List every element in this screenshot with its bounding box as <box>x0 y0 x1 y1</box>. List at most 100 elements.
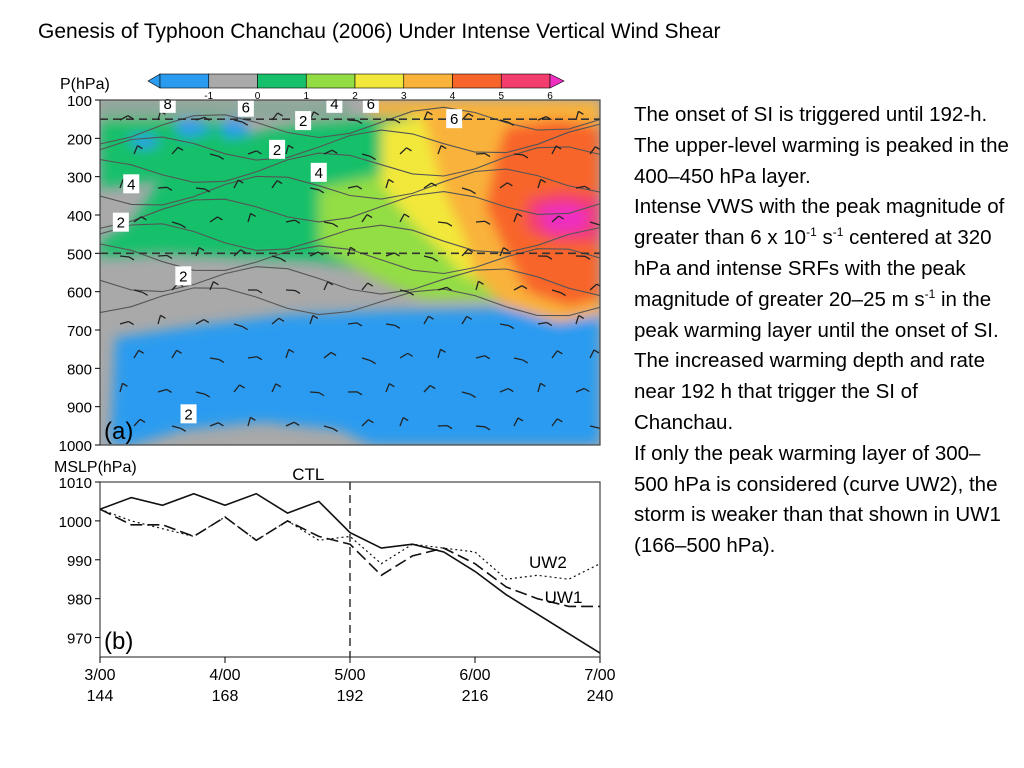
panel-a-contours <box>100 106 600 317</box>
colorbar-tick-label: 0 <box>255 91 261 102</box>
contour-line <box>100 123 600 161</box>
wind-barb <box>399 352 409 359</box>
wind-barb-flag <box>546 116 552 121</box>
wind-barb-flag <box>294 289 301 295</box>
wind-barb <box>133 418 141 427</box>
contour-label: 6 <box>450 111 458 128</box>
panel-a-label: (a) <box>104 418 133 445</box>
contour-line <box>100 146 600 183</box>
contour-label-box <box>175 266 192 286</box>
field-cold-layer <box>110 307 600 445</box>
wind-barb <box>437 349 442 359</box>
wind-barb-flag <box>275 383 282 388</box>
wind-barb <box>157 315 162 325</box>
wind-barb <box>133 289 143 294</box>
note-text: s <box>816 226 833 250</box>
wind-barb-flag <box>242 121 249 126</box>
wind-barb <box>399 213 405 223</box>
series-label-uw2: UW2 <box>529 553 567 572</box>
series-label-uw1: UW1 <box>545 588 583 607</box>
wind-barb-flag <box>256 356 263 361</box>
colorbar-segment <box>403 73 453 89</box>
wind-barb <box>437 286 447 291</box>
wind-barb-flag <box>470 393 477 398</box>
wind-barb <box>461 112 469 121</box>
wind-barb-flag <box>467 248 474 253</box>
wind-barb-flag <box>484 426 491 431</box>
xtick-hour-label: 216 <box>462 688 489 705</box>
wind-barb-flag <box>318 392 325 397</box>
colorbar-segment <box>500 73 551 89</box>
wind-barb-flag <box>394 119 401 124</box>
wind-barb <box>385 252 395 257</box>
wind-barb-flag <box>440 145 447 150</box>
wind-barb <box>513 153 524 156</box>
wind-barb <box>271 180 278 189</box>
wind-barb-flag <box>166 388 172 394</box>
note-text: centered at 320 hPa and intense SRFs wit… <box>634 226 992 311</box>
wind-barb-flag <box>356 391 363 396</box>
colorbar-segment <box>305 73 356 89</box>
wind-barb <box>551 289 561 294</box>
wind-barb <box>537 179 542 189</box>
wind-barb <box>361 419 369 427</box>
wind-barb <box>399 147 407 155</box>
wind-barb-flag <box>288 348 295 354</box>
wind-barb-flag <box>180 224 186 229</box>
contour-label: 8 <box>164 96 172 113</box>
wind-barb <box>195 247 200 257</box>
wind-barb <box>247 417 252 427</box>
panel-a-ytick-label: 800 <box>67 361 92 378</box>
wind-barb <box>271 255 281 260</box>
panel-b-ytick-label: 1010 <box>59 475 92 492</box>
wind-barb-flag <box>213 281 219 286</box>
wind-barb-flag <box>560 292 566 297</box>
wind-barb <box>119 255 130 258</box>
panel-b-ytick-label: 980 <box>67 592 92 609</box>
wind-barb-flag <box>368 419 374 424</box>
wind-barb-flag <box>237 179 244 184</box>
wind-barb-flag <box>446 286 452 291</box>
wind-barb-flag <box>317 251 324 256</box>
colorbar-segment <box>159 73 210 89</box>
wind-barb-flag <box>429 384 436 390</box>
series-line-ctl <box>99 492 601 654</box>
contour-label: 6 <box>367 96 375 113</box>
note-text: in the peak warming layer until the onse… <box>634 287 999 342</box>
wind-barb <box>513 213 518 223</box>
note-text: The increased warming depth and rate nea… <box>634 349 985 434</box>
wind-barb <box>461 248 469 257</box>
colorbar-tick-label: 1 <box>303 91 309 102</box>
colorbar-segment <box>257 73 307 89</box>
contour-label: 4 <box>315 165 323 182</box>
wind-barb <box>323 281 329 291</box>
panel-a-ytick-label: 1000 <box>59 438 92 455</box>
field-blue-patch <box>219 119 251 139</box>
wind-barb <box>271 383 277 393</box>
contour-label: 2 <box>273 142 281 159</box>
panel-b-ytick-label: 1000 <box>59 514 92 531</box>
wind-barb-flag <box>288 144 294 149</box>
figure-svg: P(hPa)-1 0 1 2 3 4 5 68 6 4 6224642221002003004005… <box>54 73 616 705</box>
field-top-stripe <box>100 100 350 120</box>
wind-barb-flag <box>141 216 147 221</box>
wind-barb-flag <box>506 182 513 187</box>
contour-label-box <box>362 93 379 113</box>
wind-barb <box>499 323 509 327</box>
note-paragraph: Intense VWS with the peak magnitude of g… <box>634 192 1014 346</box>
xtick-date-label: 4/00 <box>209 667 240 684</box>
wind-barb <box>157 186 168 189</box>
wind-barb <box>385 179 390 189</box>
wind-barb <box>209 153 219 157</box>
wind-barb-flag <box>280 257 286 263</box>
wind-barb <box>309 187 319 191</box>
wind-barb-flag <box>180 427 187 432</box>
wind-barb-flag <box>521 285 528 290</box>
wind-barb-flag <box>557 418 563 423</box>
slide-title: Genesis of Typhoon Chanchau (2006) Under… <box>38 20 721 43</box>
contour-label: 2 <box>184 406 192 423</box>
wind-barb <box>209 357 219 361</box>
panel-b-ytick-label: 970 <box>67 631 92 648</box>
wind-barb-flag <box>367 282 374 287</box>
panel-b-ylabel: MSLP(hPa) <box>54 459 137 476</box>
